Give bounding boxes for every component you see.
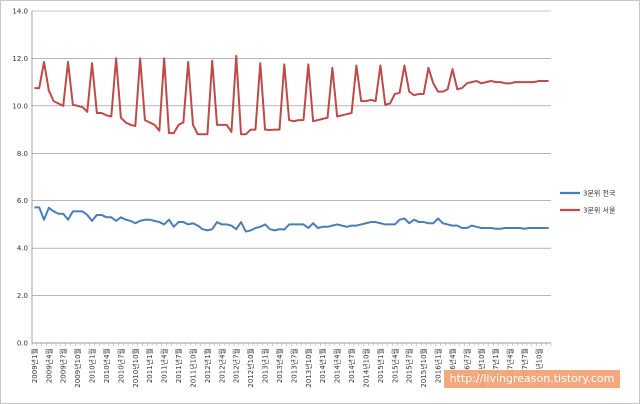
series-line <box>34 206 549 233</box>
x-tick-label: 2012년10월 <box>246 348 255 388</box>
y-tick-label: 14.0 <box>12 8 28 16</box>
x-tick-label: 2009년10월 <box>73 348 82 388</box>
y-tick-label: 8.0 <box>17 150 28 158</box>
legend-label: 3분위 서울 <box>583 206 616 215</box>
x-tick-label: 2012년7월 <box>232 348 241 383</box>
y-tick-label: 2.0 <box>17 292 28 300</box>
series-line <box>34 55 549 136</box>
x-tick-label: 2011년10월 <box>188 348 197 388</box>
x-tick-label: 2016년4월 <box>448 348 457 383</box>
x-tick-label: 2016년10월 <box>477 348 486 388</box>
legend: 3분위 전국 3분위 서울 <box>560 189 616 215</box>
x-tick-label: 2013년7월 <box>289 348 298 383</box>
y-tick-label: 4.0 <box>17 245 28 253</box>
watermark: http://livingreason.tistory.com <box>444 370 620 388</box>
x-tick-label: 2016년7월 <box>462 348 471 383</box>
x-tick-label: 2015년10월 <box>419 348 428 388</box>
gridlines <box>32 10 551 344</box>
y-tick-label: 6.0 <box>17 197 28 205</box>
x-tick-label: 2014년10월 <box>361 348 370 388</box>
x-tick-label: 2016년1월 <box>434 348 443 383</box>
x-tick-label: 2012년1월 <box>203 348 212 383</box>
x-tick-label: 2013년4월 <box>275 348 284 383</box>
x-tick-label: 2010년1월 <box>88 348 97 383</box>
x-tick-label: 2017년10월 <box>534 348 543 388</box>
axes <box>31 11 552 346</box>
x-tick-label: 2011년4월 <box>160 348 169 383</box>
x-tick-label: 2010년10월 <box>131 348 140 388</box>
y-tick-labels: 0.0 2.0 4.0 6.0 8.0 10.0 12.0 14.0 <box>12 8 28 348</box>
x-tick-label: 2014년1월 <box>318 348 327 383</box>
x-tick-label: 2015년4월 <box>390 348 399 383</box>
x-tick-label: 2015년1월 <box>376 348 385 383</box>
x-tick-label: 2009년1월 <box>30 348 39 383</box>
y-tick-label: 10.0 <box>12 102 28 110</box>
x-tick-label: 2013년1월 <box>261 348 270 383</box>
x-tick-label: 2014년7월 <box>347 348 356 383</box>
x-tick-label: 2017년4월 <box>506 348 515 383</box>
y-tick-label: 12.0 <box>12 55 28 63</box>
x-tick-label: 2014년4월 <box>333 348 342 383</box>
x-tick-label: 2011년1월 <box>145 348 154 383</box>
x-tick-label: 2009년7월 <box>59 348 68 383</box>
x-tick-labels: 2009년1월 2009년4월 2009년7월 2009년10월 2010년1월 2010… <box>30 348 544 388</box>
x-tick-label: 2010년4월 <box>102 348 111 383</box>
series-lines <box>34 55 549 233</box>
x-tick-label: 2009년4월 <box>44 348 53 383</box>
x-tick-label: 2011년7월 <box>174 348 183 383</box>
x-tick-label: 2017년1월 <box>491 348 500 383</box>
y-tick-label: 0.0 <box>17 340 28 348</box>
x-tick-label: 2010년7월 <box>116 348 125 383</box>
x-tick-label: 2015년7월 <box>405 348 414 383</box>
x-tick-label: 2013년10월 <box>304 348 313 388</box>
x-tick-label: 2017년7월 <box>520 348 529 383</box>
x-tick-label: 2012년4월 <box>217 348 226 383</box>
legend-label: 3분위 전국 <box>583 189 616 198</box>
